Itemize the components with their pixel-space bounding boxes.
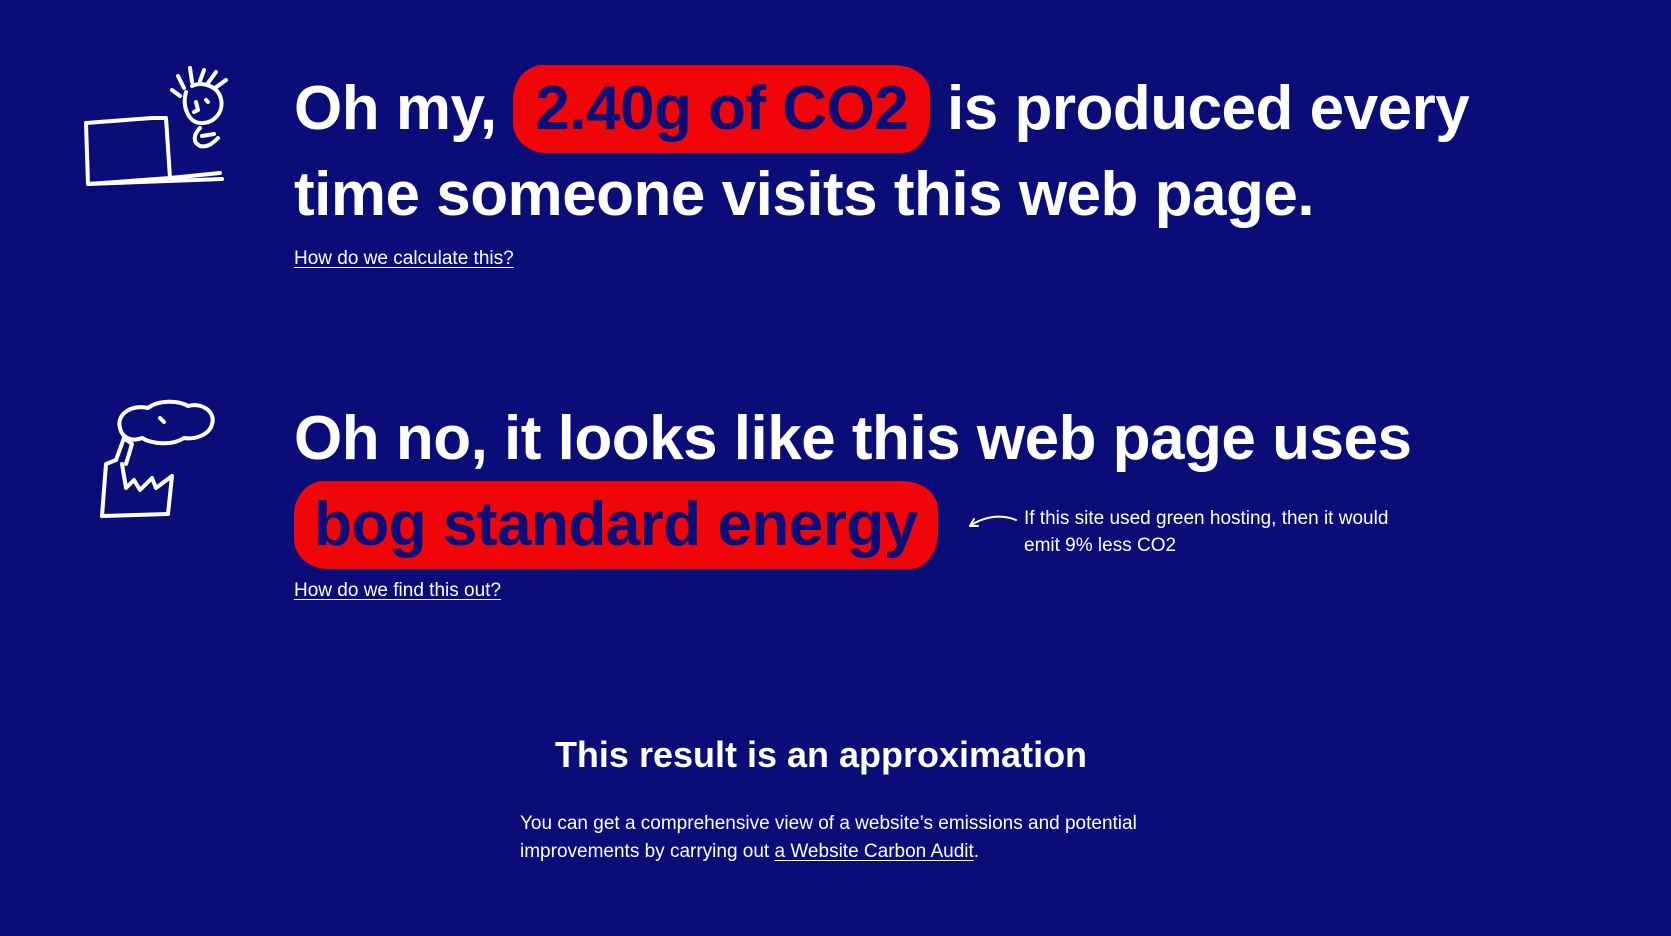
energy-line1: Oh no, it looks like this web page uses — [294, 404, 1412, 473]
how-find-out-link[interactable]: How do we find this out? — [294, 580, 502, 601]
energy-highlight: bog standard energy — [294, 481, 938, 569]
co2-highlight: 2.40g of CO2 — [513, 65, 931, 153]
carbon-audit-link[interactable]: a Website Carbon Audit — [774, 841, 974, 862]
curved-arrow-icon — [969, 515, 1017, 527]
emissions-prefix: Oh my, — [294, 74, 514, 143]
approximation-end: . — [973, 841, 980, 862]
factory-chimney-icon — [98, 398, 223, 520]
energy-headline: Oh no, it looks like this web page uses … — [294, 397, 1412, 569]
approximation-text: You can get a comprehensive view of a we… — [520, 810, 1140, 866]
laptop-person-icon — [82, 66, 232, 191]
emissions-line2: time someone visits this web page. — [294, 160, 1315, 229]
emissions-headline: Oh my, 2.40g of CO2 is produced every ti… — [294, 65, 1470, 237]
approximation-body: You can get a comprehensive view of a we… — [520, 813, 1137, 862]
approximation-title: This result is an approximation — [554, 734, 1088, 775]
green-hosting-note: If this site used green hosting, then it… — [1024, 508, 1389, 556]
how-calculate-link[interactable]: How do we calculate this? — [294, 248, 514, 269]
emissions-suffix: is produced every — [930, 74, 1470, 143]
